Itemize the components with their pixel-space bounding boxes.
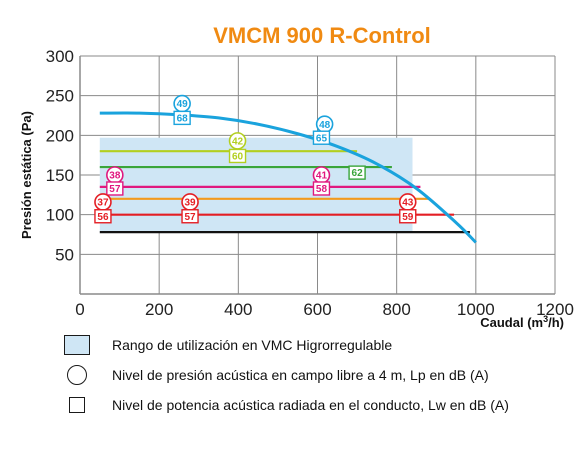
sound-power-marker: 59 bbox=[399, 209, 417, 224]
marker-label: 57 bbox=[109, 184, 121, 195]
legend-item-circle: Nivel de presión acústica en campo libre… bbox=[64, 363, 489, 387]
sound-power-marker: 60 bbox=[228, 148, 247, 164]
sound-power-marker: 57 bbox=[106, 181, 124, 196]
sound-pressure-marker: 41 bbox=[312, 166, 331, 184]
marker-square-icon bbox=[348, 165, 366, 180]
chart: VMCM 900 R-Control 49 68 48 65 42 60 62 38 57 41 5… bbox=[19, 23, 574, 330]
square-icon bbox=[64, 394, 90, 416]
chart-title: VMCM 900 R-Control bbox=[213, 23, 431, 48]
sound-pressure-marker: 38 bbox=[106, 166, 124, 184]
legend-item-square: Nivel de potencia acústica radiada en el… bbox=[64, 393, 509, 417]
y-tick-label: 200 bbox=[46, 126, 74, 145]
y-tick-label: 100 bbox=[46, 206, 74, 225]
marker-label: 62 bbox=[352, 168, 364, 179]
marker-label: 42 bbox=[232, 136, 244, 147]
y-tick-label: 150 bbox=[46, 166, 74, 185]
marker-label: 39 bbox=[184, 198, 196, 209]
y-tick-label: 250 bbox=[46, 87, 74, 106]
sound-power-marker: 58 bbox=[312, 181, 331, 196]
y-tick-label: 50 bbox=[55, 245, 74, 264]
legend-label-square: Nivel de potencia acústica radiada en el… bbox=[112, 397, 509, 413]
x-tick-label: 800 bbox=[382, 300, 410, 319]
sound-power-marker: 68 bbox=[173, 110, 191, 126]
utilization-range bbox=[99, 137, 413, 233]
pressure-lines bbox=[99, 150, 470, 234]
legend-item-range: Rango de utilización en VMC Higrorregula… bbox=[64, 333, 392, 357]
marker-label: 68 bbox=[177, 113, 189, 124]
marker-square-icon bbox=[312, 130, 331, 145]
marker-label: 41 bbox=[316, 171, 328, 182]
marker-square-icon bbox=[173, 110, 191, 126]
marker-square-icon bbox=[94, 209, 112, 224]
markers: 49 68 48 65 42 60 62 38 57 41 58 37 56 39 57 43 59 bbox=[94, 94, 417, 224]
x-axis-label-end: /h) bbox=[548, 315, 564, 330]
x-tick-labels: 0 200 400 600 800 1000 1200 bbox=[75, 300, 574, 319]
marker-square-icon bbox=[399, 209, 417, 224]
x-tick-label: 200 bbox=[145, 300, 173, 319]
range-swatch-icon bbox=[64, 334, 90, 356]
marker-label: 59 bbox=[402, 212, 414, 223]
legend-label-range: Rango de utilización en VMC Higrorregula… bbox=[112, 337, 393, 353]
marker-label: 37 bbox=[97, 198, 109, 209]
sound-pressure-marker: 49 bbox=[173, 94, 191, 113]
fan-curve bbox=[99, 111, 477, 244]
marker-label: 57 bbox=[184, 212, 196, 223]
marker-label: 38 bbox=[109, 171, 121, 182]
marker-label: 65 bbox=[316, 133, 328, 144]
x-tick-label: 1000 bbox=[457, 300, 495, 319]
x-tick-label: 400 bbox=[224, 300, 252, 319]
marker-square-icon bbox=[312, 181, 331, 196]
sound-power-marker: 56 bbox=[94, 209, 112, 224]
circle-icon bbox=[64, 364, 90, 386]
legend-label-circle: Nivel de presión acústica en campo libre… bbox=[112, 367, 489, 383]
sound-pressure-marker: 37 bbox=[94, 193, 112, 211]
x-axis-label-main: Caudal (m bbox=[480, 315, 543, 330]
marker-label: 49 bbox=[177, 99, 189, 110]
marker-label: 43 bbox=[402, 198, 414, 209]
y-tick-labels: 50 100 150 200 250 300 bbox=[46, 47, 74, 264]
x-tick-label: 1200 bbox=[536, 300, 574, 319]
sound-power-marker: 62 bbox=[348, 165, 366, 180]
x-axis-label: Caudal (m3/h) bbox=[480, 314, 564, 330]
sound-pressure-marker: 48 bbox=[315, 115, 334, 134]
y-axis-label: Presión estática (Pa) bbox=[19, 111, 34, 239]
sound-power-marker: 65 bbox=[312, 130, 331, 145]
marker-label: 56 bbox=[97, 212, 109, 223]
sound-pressure-marker: 39 bbox=[181, 193, 199, 211]
sound-pressure-marker: 42 bbox=[228, 132, 247, 150]
marker-square-icon bbox=[181, 209, 199, 224]
x-axis-label-sup: 3 bbox=[543, 314, 548, 324]
sound-power-marker: 57 bbox=[181, 209, 199, 224]
marker-label: 58 bbox=[316, 184, 328, 195]
marker-square-icon bbox=[106, 181, 124, 196]
marker-label: 48 bbox=[319, 120, 331, 131]
sound-pressure-marker: 43 bbox=[398, 193, 417, 211]
y-tick-label: 300 bbox=[46, 47, 74, 66]
marker-square-icon bbox=[228, 148, 247, 164]
marker-label: 60 bbox=[232, 152, 244, 163]
x-tick-label: 0 bbox=[75, 300, 84, 319]
x-tick-label: 600 bbox=[303, 300, 331, 319]
